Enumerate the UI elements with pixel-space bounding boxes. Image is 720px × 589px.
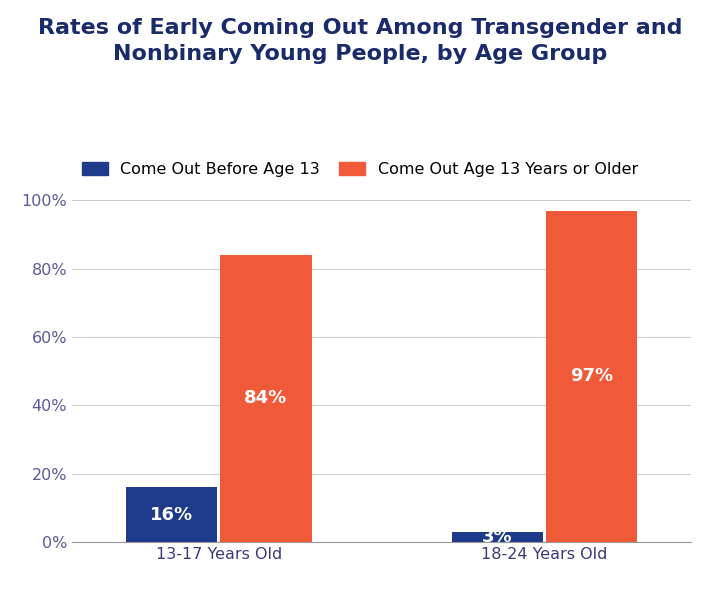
- Bar: [451, 532, 543, 542]
- Text: Rates of Early Coming Out Among Transgender and
Nonbinary Young People, by Age G: Rates of Early Coming Out Among Transgen…: [37, 18, 683, 64]
- Text: 16%: 16%: [150, 505, 193, 524]
- Legend: Come Out Before Age 13, Come Out Age 13 Years or Older: Come Out Before Age 13, Come Out Age 13 …: [76, 155, 644, 183]
- Text: 97%: 97%: [570, 367, 613, 385]
- Bar: [220, 255, 312, 542]
- Text: 84%: 84%: [244, 389, 287, 408]
- Bar: [126, 487, 217, 542]
- Bar: [546, 210, 637, 542]
- Text: 3%: 3%: [482, 528, 513, 546]
